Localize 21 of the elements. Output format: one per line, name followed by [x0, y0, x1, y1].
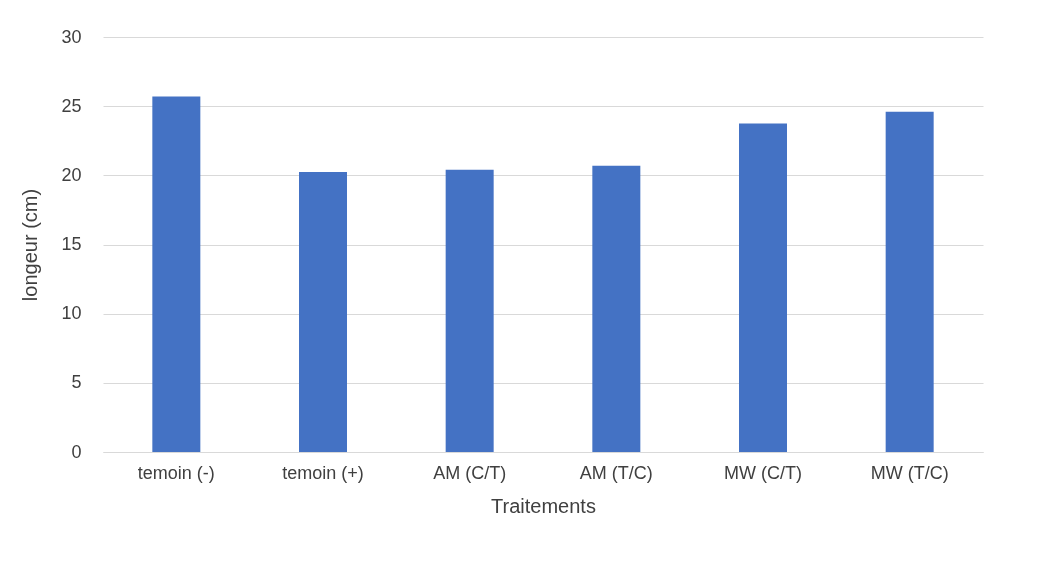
y-tick-label: 10 [61, 303, 82, 324]
x-tick-label: temoin (-) [137, 462, 215, 483]
bar [885, 111, 934, 452]
bar [152, 96, 201, 452]
y-tick-label: 25 [61, 95, 82, 116]
bar [299, 171, 347, 452]
y-tick-label: 0 [71, 441, 82, 462]
x-tick-label: AM (T/C) [579, 462, 653, 483]
x-tick-label: MW (C/T) [724, 462, 802, 483]
x-axis-title: Traitements [491, 494, 596, 517]
y-tick-label: 30 [61, 26, 82, 47]
bar [592, 165, 641, 452]
y-tick-label: 20 [61, 164, 82, 185]
x-tick-label: MW (T/C) [870, 462, 949, 483]
x-tick-label: AM (C/T) [433, 462, 507, 483]
bar [739, 123, 787, 452]
bar [445, 169, 494, 452]
y-axis-title: longeur (cm) [19, 188, 42, 302]
y-tick-label: 5 [71, 372, 82, 393]
x-tick-label: temoin (+) [282, 462, 364, 483]
y-tick-label: 15 [61, 234, 82, 254]
